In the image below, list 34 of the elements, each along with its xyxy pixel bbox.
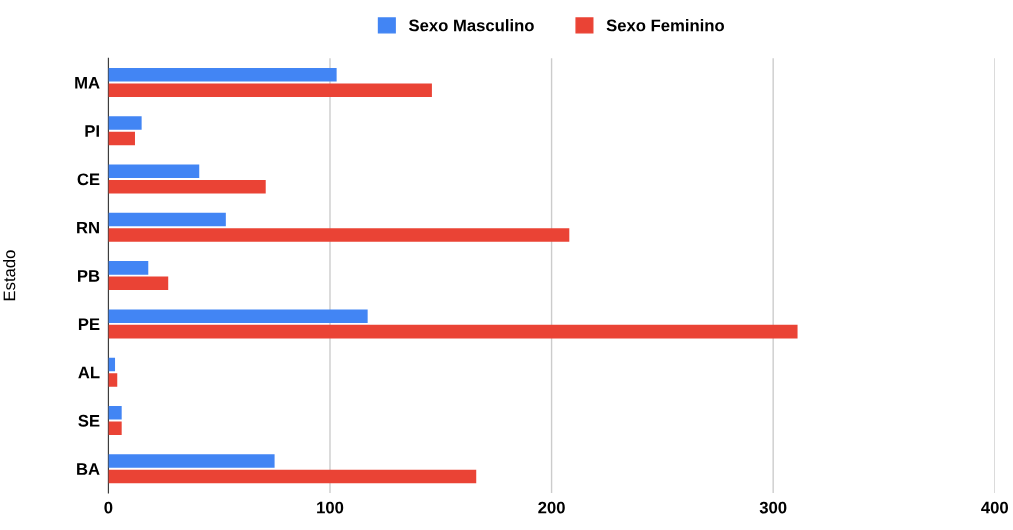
y-tick-label: CE — [77, 173, 100, 186]
bar — [108, 276, 169, 291]
legend-label: Sexo Feminino — [606, 19, 725, 32]
bar — [108, 131, 135, 146]
y-tick-label: SE — [78, 414, 100, 427]
x-tick-label: 200 — [538, 501, 565, 514]
y-tick-label: MA — [75, 77, 100, 89]
bar — [108, 179, 266, 194]
x-tick-label: 0 — [104, 501, 113, 514]
x-tick-label: 300 — [759, 501, 787, 514]
bar — [108, 83, 432, 97]
y-tick-label: PE — [78, 318, 100, 330]
y-tick-label: PB — [78, 270, 100, 282]
y-tick-label: PI — [85, 125, 99, 137]
y-tick-label: AL — [78, 366, 100, 379]
bar — [108, 405, 122, 420]
bar — [108, 373, 118, 387]
bar — [108, 421, 122, 435]
y-tick-label: BA — [77, 463, 100, 475]
bar — [108, 261, 149, 275]
bar — [108, 324, 798, 339]
y-axis-title: Estado — [3, 250, 16, 301]
bar — [108, 212, 226, 227]
bar — [108, 454, 275, 468]
bar — [108, 164, 200, 179]
bar — [108, 228, 570, 242]
x-tick-label: 400 — [981, 501, 1008, 514]
bar — [108, 469, 477, 484]
y-tick-label: RN — [77, 221, 99, 234]
x-tick-label: 100 — [317, 501, 344, 514]
legend-label: Sexo Masculino — [408, 19, 534, 32]
bar — [108, 67, 337, 82]
bar — [108, 309, 368, 323]
bar — [108, 116, 142, 130]
